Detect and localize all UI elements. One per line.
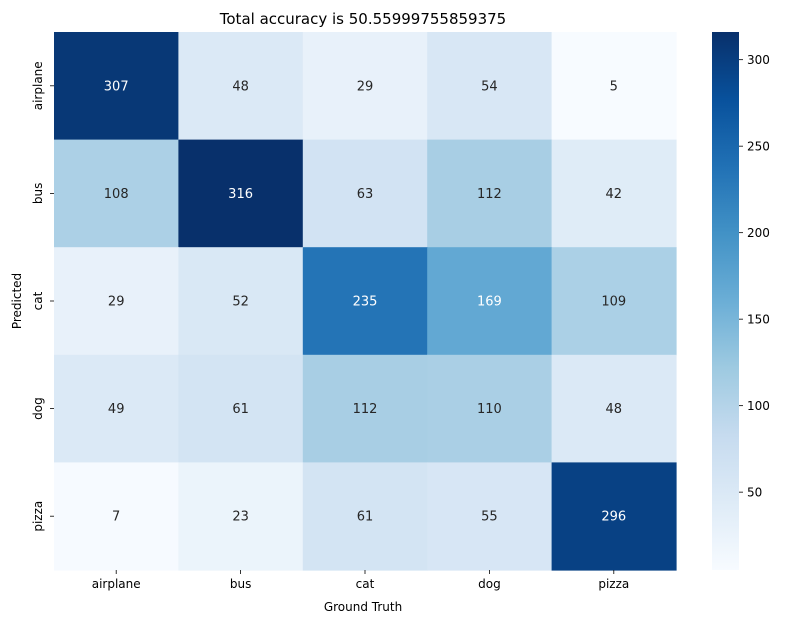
heatmap-cell (427, 247, 553, 356)
x-tick-label: airplane (92, 577, 141, 591)
colorbar (712, 32, 739, 570)
heatmap-cell (302, 32, 428, 141)
colorbar-tick-label: 200 (747, 226, 770, 240)
heatmap-cell (54, 247, 179, 356)
cell-value-label: 5 (610, 79, 618, 94)
heatmap-cell (302, 139, 428, 248)
heatmap-cell (551, 462, 677, 571)
y-tick-label: airplane (31, 61, 45, 110)
heatmap-cell (551, 139, 677, 248)
cell-value-label: 49 (108, 402, 125, 417)
y-tick-label: bus (31, 183, 45, 204)
cell-value-label: 61 (357, 510, 374, 525)
cell-value-label: 307 (104, 79, 129, 94)
cell-value-label: 63 (357, 187, 374, 202)
y-axis-label: Predicted (10, 273, 24, 329)
cell-value-label: 110 (477, 402, 502, 417)
cell-value-label: 235 (353, 295, 378, 310)
cell-value-label: 112 (477, 187, 502, 202)
y-tick-label: dog (31, 397, 45, 420)
cell-value-label: 7 (112, 510, 120, 525)
cell-value-label: 296 (601, 510, 626, 525)
x-tick-label: dog (478, 577, 501, 591)
cell-value-label: 29 (108, 295, 125, 310)
cell-value-label: 52 (232, 295, 249, 310)
cell-value-label: 29 (357, 79, 374, 94)
y-tick-label: pizza (31, 501, 45, 532)
heatmap-cell (551, 32, 677, 141)
heatmap-cell (551, 354, 677, 463)
cell-value-label: 169 (477, 295, 502, 310)
cell-value-label: 23 (232, 510, 249, 525)
x-axis-label: Ground Truth (324, 600, 402, 614)
heatmap-cell (427, 462, 553, 571)
colorbar-ticks: 50 100 150 200 250 300 (739, 53, 770, 500)
cell-value-label: 48 (606, 402, 623, 417)
heatmap-cell (54, 139, 179, 248)
cell-value-label: 54 (481, 79, 498, 94)
cell-value-label: 55 (481, 510, 498, 525)
cell-value-label: 48 (232, 79, 249, 94)
x-tick-labels: airplane bus cat dog pizza (92, 570, 629, 591)
x-tick-label: bus (230, 577, 251, 591)
y-tick-label: cat (31, 291, 45, 310)
heatmap-cell (54, 462, 179, 571)
cell-value-label: 112 (353, 402, 378, 417)
cell-value-label: 61 (232, 402, 249, 417)
y-tick-labels: airplane bus cat dog pizza (31, 61, 54, 532)
colorbar-tick-label: 50 (747, 486, 762, 500)
heatmap-cell (427, 32, 553, 141)
heatmap-cell (54, 354, 179, 463)
heatmap-cell (302, 354, 428, 463)
heatmap-cell (178, 354, 304, 463)
colorbar-tick-label: 250 (747, 140, 770, 154)
colorbar-tick-label: 150 (747, 313, 770, 327)
heatmap-cells: 307 48 29 54 5 108 316 63 112 42 29 52 235 169 109 49 61… (54, 32, 677, 571)
colorbar-tick-label: 100 (747, 399, 770, 413)
heatmap-cell (178, 139, 304, 248)
heatmap-cell (427, 139, 553, 248)
x-tick-label: pizza (598, 577, 629, 591)
heatmap-cell (551, 247, 677, 356)
heatmap-cell (427, 354, 553, 463)
heatmap-cell (54, 32, 179, 141)
chart-title: Total accuracy is 50.55999755859375 (219, 10, 506, 28)
heatmap-cell (302, 247, 428, 356)
heatmap-cell (178, 247, 304, 356)
cell-value-label: 42 (606, 187, 623, 202)
cell-value-label: 108 (104, 187, 129, 202)
cell-value-label: 109 (601, 295, 626, 310)
heatmap-cell (178, 32, 304, 141)
colorbar-tick-label: 300 (747, 53, 770, 67)
heatmap-cell (178, 462, 304, 571)
x-tick-label: cat (356, 577, 375, 591)
heatmap-cell (302, 462, 428, 571)
cell-value-label: 316 (228, 187, 253, 202)
